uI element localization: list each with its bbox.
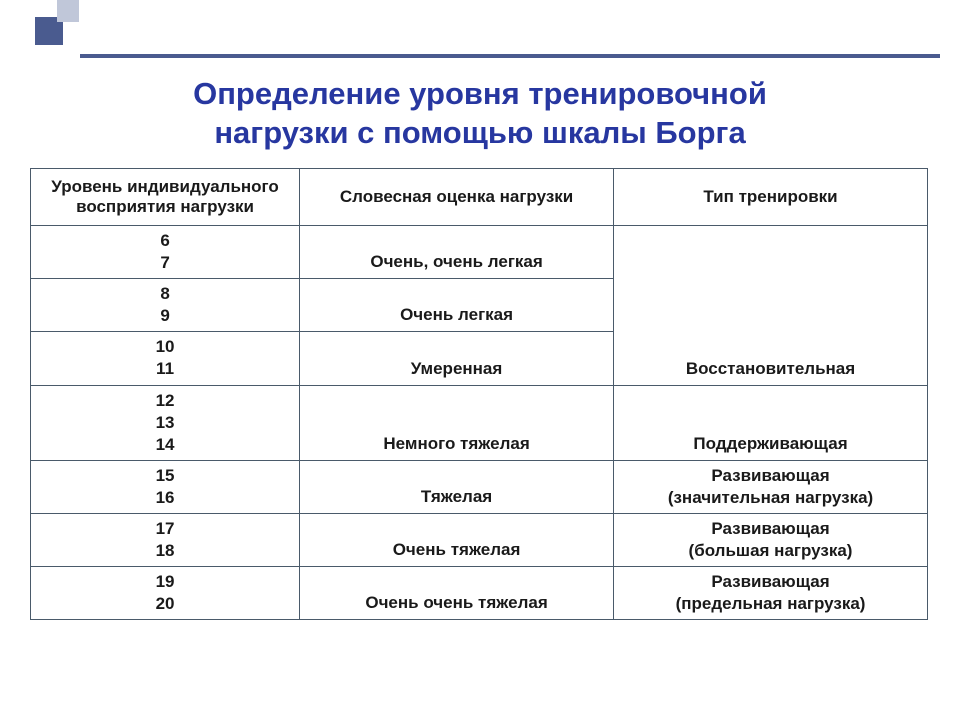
cell-verbal: Очень, очень легкая [300,226,614,279]
cell-level: 12 13 14 [31,385,300,460]
cell-verbal: Немного тяжелая [300,385,614,460]
borg-scale-table: Уровень индивидуального восприятия нагру… [30,168,928,620]
cell-level: 10 11 [31,332,300,385]
level-value: 20 [37,593,293,615]
level-value: 8 [37,283,293,305]
cell-type: Развивающая (значительная нагрузка) [614,460,928,513]
level-value: 19 [37,571,293,593]
table-header-row: Уровень индивидуального восприятия нагру… [31,169,928,226]
type-line: (большая нагрузка) [620,540,921,562]
deco-line [80,54,940,58]
level-value: 6 [37,230,293,252]
level-value: 10 [37,336,293,358]
header-type: Тип тренировки [614,169,928,226]
title-line-1: Определение уровня тренировочной [193,76,767,111]
level-value: 7 [37,252,293,274]
cell-type: Восстановительная [614,226,928,386]
title-line-2: нагрузки с помощью шкалы Борга [214,115,745,150]
cell-verbal: Очень легкая [300,279,614,332]
type-line: Развивающая [620,518,921,540]
table-row: 6 7 Очень, очень легкая Восстановительна… [31,226,928,279]
cell-type: Развивающая (большая нагрузка) [614,514,928,567]
cell-verbal: Очень очень тяжелая [300,567,614,620]
table-row: 15 16 Тяжелая Развивающая (значительная … [31,460,928,513]
level-value: 15 [37,465,293,487]
header-level: Уровень индивидуального восприятия нагру… [31,169,300,226]
cell-verbal: Тяжелая [300,460,614,513]
cell-type: Развивающая (предельная нагрузка) [614,567,928,620]
type-line: (значительная нагрузка) [620,487,921,509]
level-value: 13 [37,412,293,434]
table-row: 17 18 Очень тяжелая Развивающая (большая… [31,514,928,567]
type-line: Развивающая [620,465,921,487]
table-row: 19 20 Очень очень тяжелая Развивающая (п… [31,567,928,620]
level-value: 18 [37,540,293,562]
header-decoration [0,0,960,56]
cell-type: Поддерживающая [614,385,928,460]
level-value: 12 [37,390,293,412]
deco-square-light [57,0,79,22]
level-value: 17 [37,518,293,540]
cell-level: 19 20 [31,567,300,620]
level-value: 9 [37,305,293,327]
cell-level: 6 7 [31,226,300,279]
level-value: 11 [37,358,293,380]
cell-level: 17 18 [31,514,300,567]
cell-verbal: Очень тяжелая [300,514,614,567]
type-line: Развивающая [620,571,921,593]
level-value: 14 [37,434,293,456]
type-line: (предельная нагрузка) [620,593,921,615]
table-row: 12 13 14 Немного тяжелая Поддерживающая [31,385,928,460]
header-verbal: Словесная оценка нагрузки [300,169,614,226]
page-title: Определение уровня тренировочной нагрузк… [0,75,960,153]
cell-level: 15 16 [31,460,300,513]
table: Уровень индивидуального восприятия нагру… [30,168,928,620]
cell-verbal: Умеренная [300,332,614,385]
cell-level: 8 9 [31,279,300,332]
level-value: 16 [37,487,293,509]
